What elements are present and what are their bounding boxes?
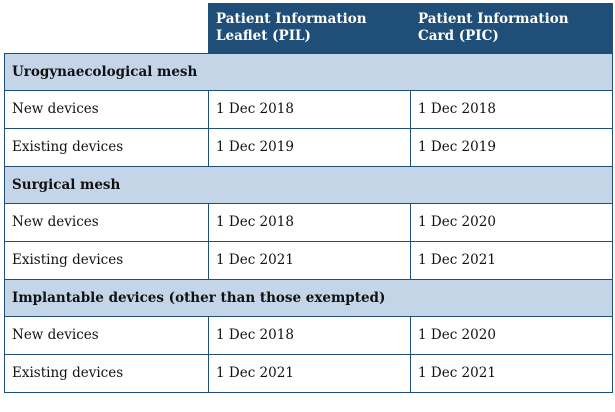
table-row: Existing devices 1 Dec 2021 1 Dec 2021	[4, 241, 613, 280]
section-row-implantable-devices: Implantable devices (other than those ex…	[4, 279, 613, 317]
row-label: New devices	[4, 316, 209, 355]
table-header-row: Patient Information Leaflet (PIL) Patien…	[4, 3, 613, 54]
pil-date: 1 Dec 2018	[208, 316, 411, 355]
header-blank-cell	[4, 3, 209, 54]
section-row-surgical-mesh: Surgical mesh	[4, 166, 613, 204]
pic-date: 1 Dec 2019	[410, 128, 613, 167]
section-title: Implantable devices (other than those ex…	[4, 279, 613, 317]
pic-date: 1 Dec 2021	[410, 354, 613, 393]
header-pil: Patient Information Leaflet (PIL)	[208, 3, 411, 54]
section-row-urogynaecological-mesh: Urogynaecological mesh	[4, 53, 613, 91]
pic-date: 1 Dec 2021	[410, 241, 613, 280]
pil-date: 1 Dec 2021	[208, 241, 411, 280]
pic-date: 1 Dec 2018	[410, 90, 613, 129]
table-row: New devices 1 Dec 2018 1 Dec 2018	[4, 90, 613, 129]
table-row: New devices 1 Dec 2018 1 Dec 2020	[4, 203, 613, 242]
table-row: Existing devices 1 Dec 2019 1 Dec 2019	[4, 128, 613, 167]
section-title: Urogynaecological mesh	[4, 53, 613, 91]
section-title: Surgical mesh	[4, 166, 613, 204]
pil-date: 1 Dec 2019	[208, 128, 411, 167]
pil-date: 1 Dec 2018	[208, 203, 411, 242]
header-pic: Patient Information Card (PIC)	[410, 3, 613, 54]
table-row: New devices 1 Dec 2018 1 Dec 2020	[4, 316, 613, 355]
table-row: Existing devices 1 Dec 2021 1 Dec 2021	[4, 354, 613, 393]
row-label: New devices	[4, 90, 209, 129]
row-label: Existing devices	[4, 128, 209, 167]
row-label: Existing devices	[4, 241, 209, 280]
pic-date: 1 Dec 2020	[410, 203, 613, 242]
deadlines-table: Patient Information Leaflet (PIL) Patien…	[4, 3, 613, 393]
row-label: New devices	[4, 203, 209, 242]
row-label: Existing devices	[4, 354, 209, 393]
pil-date: 1 Dec 2018	[208, 90, 411, 129]
pic-date: 1 Dec 2020	[410, 316, 613, 355]
pil-date: 1 Dec 2021	[208, 354, 411, 393]
